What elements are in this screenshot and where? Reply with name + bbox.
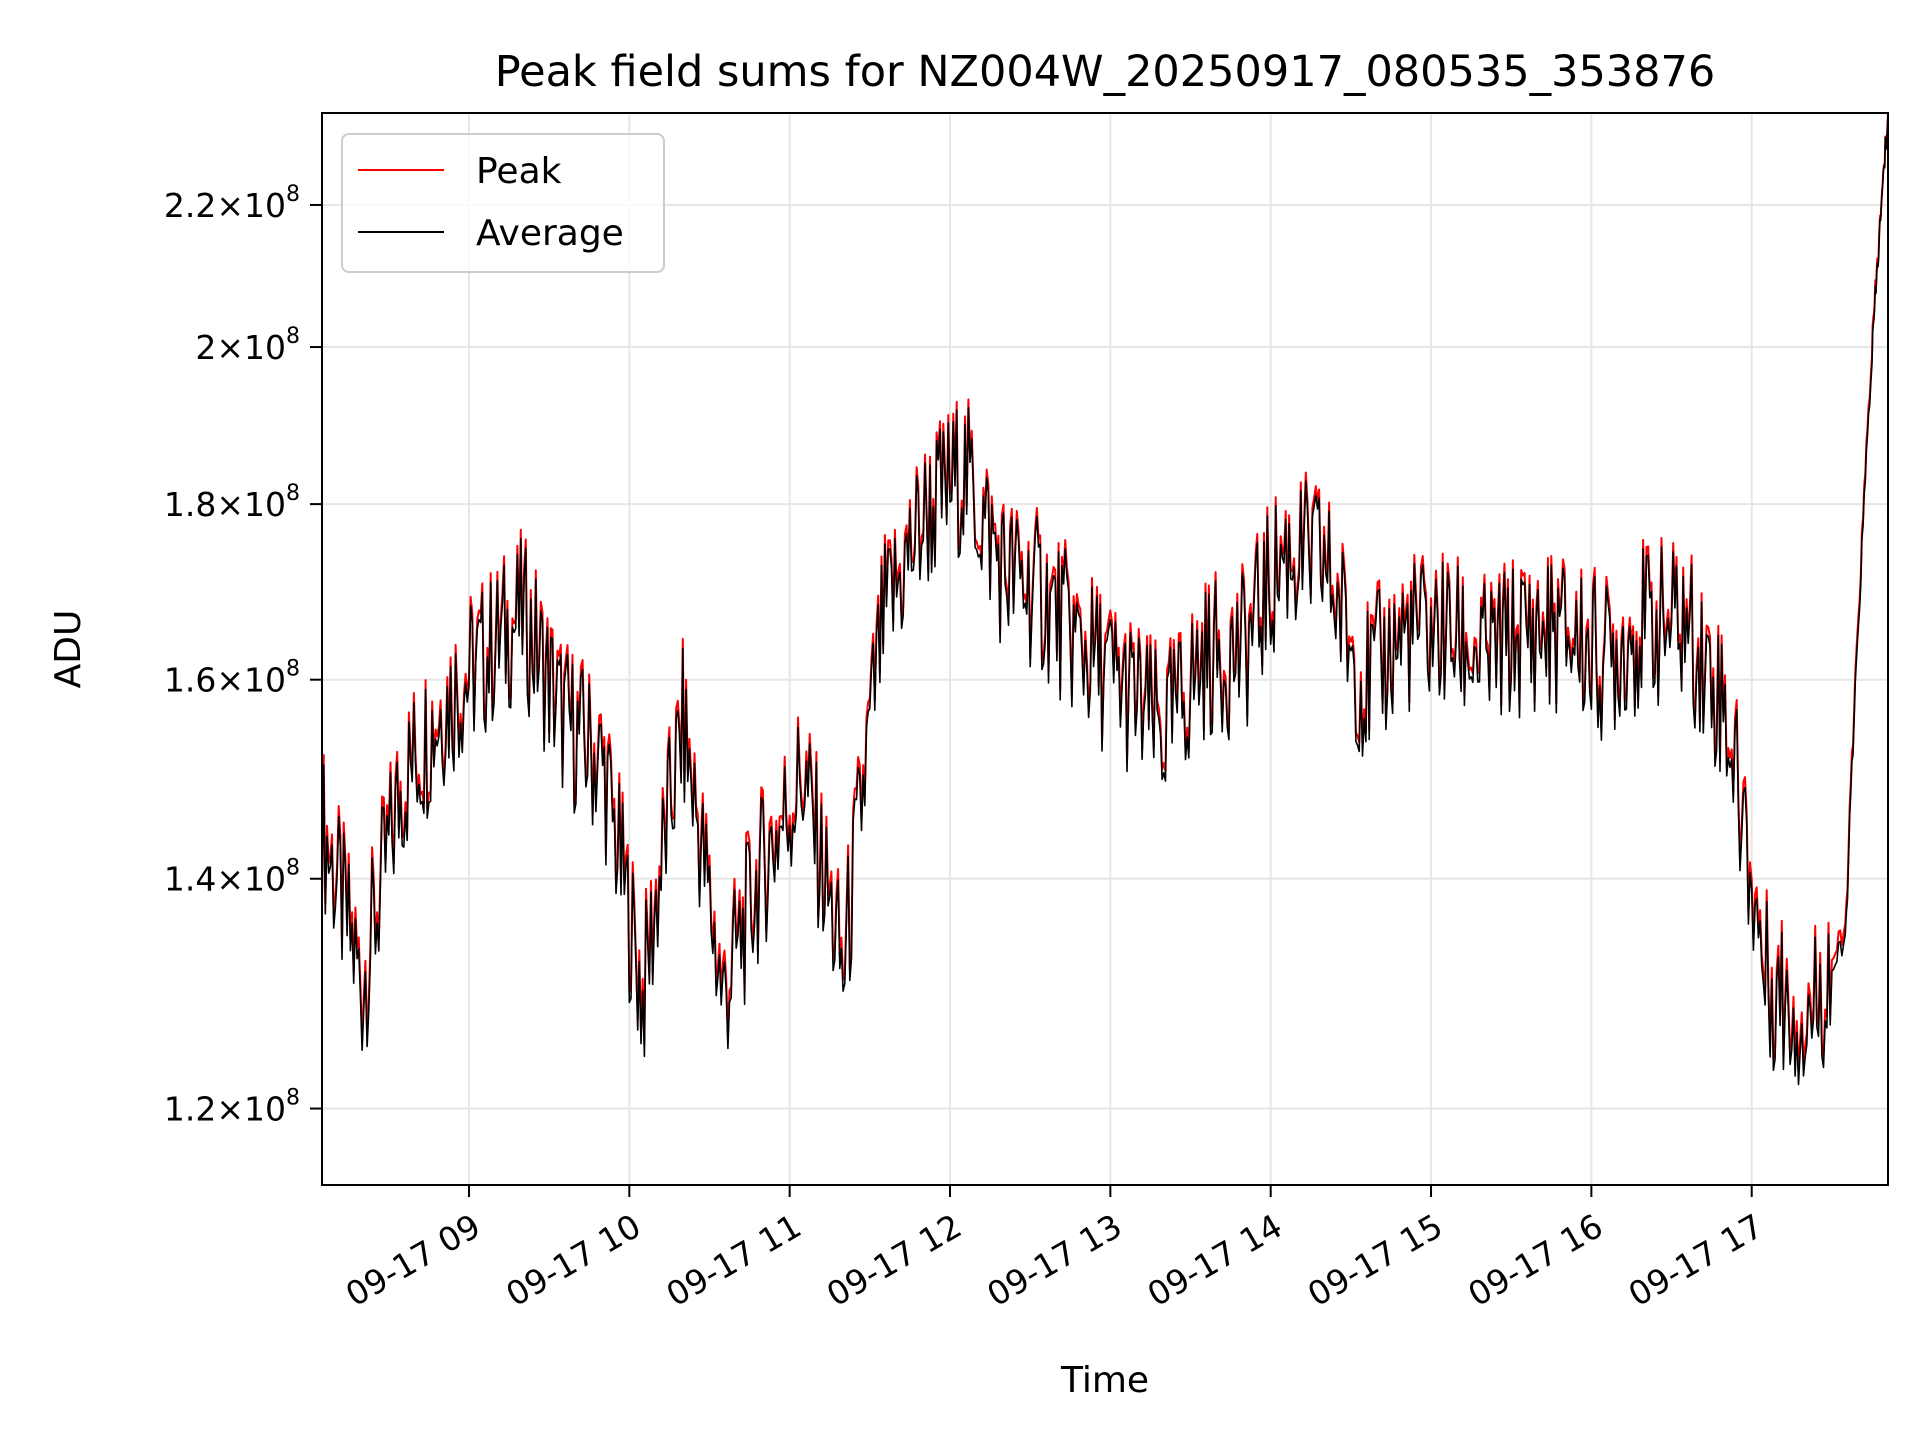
- y-tick-label: 1.4×108: [164, 856, 300, 899]
- plot-frame: [321, 112, 1889, 1186]
- y-tick-label: 1.6×108: [164, 657, 300, 700]
- x-axis-title: Time: [1060, 1360, 1149, 1401]
- legend-box: [341, 133, 665, 273]
- y-tick-label: 2×108: [195, 324, 300, 367]
- legend: Peak Average: [341, 133, 665, 273]
- series-lines: [321, 112, 1889, 1086]
- y-tick-label: 1.2×108: [164, 1086, 300, 1129]
- y-tick-label: 1.8×108: [164, 481, 300, 524]
- y-tick-label: 2.2×108: [164, 182, 300, 225]
- legend-label-average: Average: [476, 213, 624, 254]
- y-axis-title: ADU: [48, 610, 89, 689]
- legend-label-peak: Peak: [476, 151, 562, 192]
- series-line-average: [321, 112, 1889, 1086]
- chart-title: Peak field sums for NZ004W_20250917_0805…: [495, 47, 1716, 97]
